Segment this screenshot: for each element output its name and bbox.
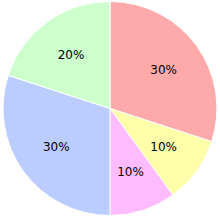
pie-chart: 30% 10% 10% 30% 20% [0, 0, 220, 217]
data-label: 20% [58, 48, 85, 62]
data-label: 10% [117, 165, 144, 179]
data-label: 30% [43, 140, 70, 154]
pie-slice [110, 109, 173, 216]
data-label: 30% [150, 63, 177, 77]
pie-slice [8, 2, 110, 109]
data-label: 10% [150, 140, 177, 154]
